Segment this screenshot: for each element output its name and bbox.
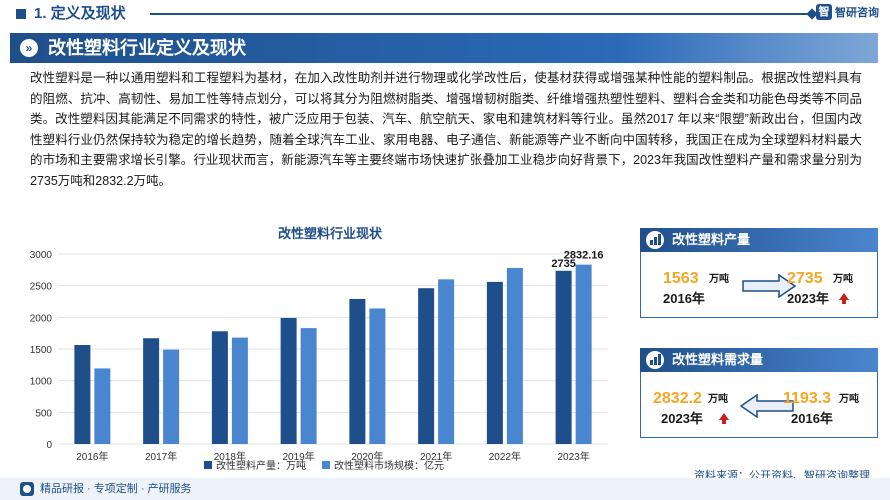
x-tick-label: 2017年 (145, 450, 177, 463)
market-bar (575, 264, 592, 444)
market-bar (231, 337, 248, 444)
bar-chart-icon (646, 351, 664, 369)
header-rule (150, 13, 810, 15)
production-bar (418, 288, 435, 444)
demand-2016-value: 1193.3 (783, 390, 832, 407)
y-tick-label: 1000 (30, 377, 53, 388)
market-bar (94, 368, 111, 444)
y-tick-label: 500 (35, 408, 52, 419)
footer-bar: 精品研报 · 专项定制 · 产研服务 (0, 478, 890, 500)
demand-card: 改性塑料需求量 2832.2 万吨 2023年 1193.3 万吨 2016年 (640, 348, 878, 438)
y-tick-label: 0 (46, 440, 52, 451)
production-bar (280, 317, 297, 444)
arrow-right-icon (742, 274, 797, 298)
page-title: 改性塑料行业定义及现状 (48, 38, 246, 58)
x-tick-label: 2019年 (283, 450, 315, 463)
x-tick-label: 2016年 (76, 450, 108, 463)
chart-title: 改性塑料行业现状 (277, 226, 382, 241)
chevron-right-icon: » (20, 39, 38, 57)
production-bar (555, 270, 572, 444)
legend-label: 改性塑料市场规模：亿元 (334, 459, 444, 472)
footer-logo-icon (20, 482, 34, 496)
top-bar: 1. 定义及现状 智 智研咨询 (0, 0, 890, 28)
market-bar (300, 328, 317, 444)
market-bar (369, 308, 386, 444)
up-arrow-icon (719, 413, 729, 424)
production-2023-unit: 万吨 (833, 274, 853, 285)
title-banner: » 改性塑料行业定义及现状 (10, 33, 878, 63)
market-bar (438, 279, 455, 444)
production-2016-year: 2016年 (663, 291, 705, 306)
intro-paragraph: 改性塑料是一种以通用塑料和工程塑料为基材，在加入改性助剂并进行物理或化学改性后，… (30, 71, 862, 188)
data-label-production-2023: 2735 (551, 258, 575, 270)
legend-swatch (322, 461, 330, 469)
brand-logo: 智 智研咨询 (816, 4, 879, 20)
legend-label: 改性塑料产量：万吨 (216, 459, 306, 472)
legend-swatch (204, 461, 212, 469)
y-tick-label: 1500 (30, 345, 53, 356)
production-card-title: 改性塑料产量 (672, 232, 751, 247)
production-bar (486, 281, 503, 444)
x-tick-label: 2018年 (214, 450, 246, 463)
y-tick-label: 2500 (30, 282, 53, 293)
production-bar (74, 345, 91, 444)
demand-card-title: 改性塑料需求量 (672, 352, 764, 367)
demand-2023-unit: 万吨 (708, 394, 728, 405)
production-bar (349, 298, 366, 444)
production-2023-year: 2023年 (787, 291, 829, 306)
section-marker-icon (16, 9, 26, 19)
x-tick-label: 2021年 (420, 450, 452, 463)
demand-2023-year: 2023年 (661, 411, 703, 426)
market-bar (506, 267, 523, 444)
section-title: 1. 定义及现状 (34, 5, 126, 22)
x-tick-label: 2023年 (558, 450, 590, 463)
x-tick-label: 2022年 (489, 450, 521, 463)
bar-chart-icon (646, 231, 664, 249)
x-tick-label: 2020年 (351, 450, 383, 463)
demand-2023-value: 2832.2 (653, 390, 702, 407)
y-tick-label: 2000 (30, 313, 53, 324)
production-2016-value: 1563 (663, 270, 699, 287)
demand-2016-unit: 万吨 (839, 394, 859, 405)
production-bar (211, 331, 228, 444)
arrow-left-icon (739, 394, 794, 418)
logo-text: 智研咨询 (835, 7, 879, 19)
production-2016-unit: 万吨 (709, 274, 729, 285)
market-bar (163, 349, 180, 444)
demand-card-header: 改性塑料需求量 (640, 348, 878, 372)
production-bar (143, 338, 160, 444)
logo-icon: 智 (816, 4, 832, 20)
up-arrow-icon (839, 293, 849, 304)
data-label-market-2023: 2832.16 (564, 250, 604, 262)
demand-2016-year: 2016年 (791, 411, 833, 426)
production-2023-value: 2735 (787, 270, 823, 287)
bar-chart: 0 500 1000 1500 2000 2500 3000 2016年 2017年 2018年 2… (30, 250, 608, 472)
production-card-header: 改性塑料产量 (640, 228, 878, 252)
production-card: 改性塑料产量 1563 万吨 2016年 2735 万吨 2023年 (640, 228, 878, 318)
y-tick-label: 3000 (30, 250, 53, 261)
footer-slogan: 精品研报 · 专项定制 · 产研服务 (40, 483, 192, 495)
